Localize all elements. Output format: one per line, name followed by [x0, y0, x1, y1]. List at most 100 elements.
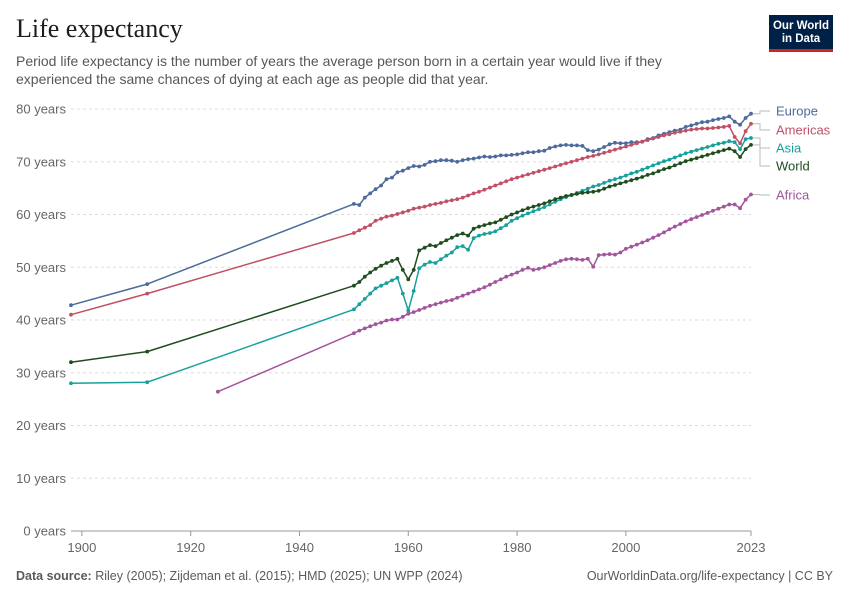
data-point-world — [645, 173, 650, 177]
data-point-americas — [711, 126, 715, 130]
data-point-world — [542, 201, 547, 206]
data-point-europe — [439, 158, 443, 163]
data-point-asia — [607, 178, 612, 183]
data-point-asia — [732, 140, 737, 145]
data-point-europe — [749, 111, 753, 116]
data-point-americas — [460, 195, 465, 200]
data-point-americas — [400, 210, 405, 215]
data-point-africa — [640, 240, 645, 245]
data-point-americas — [716, 125, 721, 130]
data-point-world — [596, 188, 601, 193]
data-point-europe — [362, 195, 367, 200]
data-point-europe — [613, 140, 617, 145]
data-point-africa — [362, 326, 367, 331]
data-point-asia — [711, 143, 715, 148]
data-point-europe — [373, 187, 378, 192]
data-point-americas — [613, 147, 617, 152]
data-point-europe — [542, 148, 547, 153]
data-point-americas — [585, 155, 590, 159]
data-point-asia — [547, 202, 552, 207]
data-point-asia — [379, 283, 383, 288]
data-point-asia — [145, 380, 150, 385]
data-point-africa — [406, 311, 411, 316]
logo-line-1: Our World — [772, 20, 829, 32]
data-point-americas — [384, 214, 389, 219]
data-point-africa — [471, 289, 476, 294]
data-point-world — [498, 217, 503, 222]
data-point-asia — [721, 140, 726, 145]
data-point-americas — [498, 181, 503, 186]
data-point-africa — [379, 320, 383, 325]
data-point-africa — [515, 270, 519, 275]
source-label: Data source: — [16, 569, 92, 583]
footer-source: Data source: Riley (2005); Zijdeman et a… — [16, 569, 463, 583]
data-point-africa — [743, 197, 748, 202]
y-tick-label: 40 years — [16, 313, 66, 328]
data-point-world — [384, 261, 389, 265]
data-point-americas — [488, 185, 492, 190]
data-point-americas — [558, 163, 563, 167]
data-point-americas — [749, 121, 753, 126]
data-point-world — [678, 161, 683, 166]
data-point-africa — [569, 256, 574, 261]
owid-logo[interactable]: Our World in Data — [769, 15, 833, 52]
data-point-africa — [357, 328, 362, 333]
series-label-world: World — [776, 159, 810, 174]
data-point-americas — [624, 144, 628, 149]
data-point-europe — [411, 164, 416, 168]
data-point-asia — [672, 155, 677, 160]
data-point-europe — [493, 154, 498, 159]
data-point-world — [504, 215, 509, 220]
data-point-world — [444, 238, 449, 243]
data-point-americas — [547, 166, 552, 171]
data-point-americas — [449, 198, 454, 203]
data-point-world — [493, 220, 498, 225]
data-point-europe — [553, 144, 558, 149]
data-point-americas — [553, 164, 558, 169]
data-point-americas — [591, 154, 596, 158]
data-point-americas — [428, 203, 432, 207]
y-tick-label: 70 years — [16, 154, 66, 169]
data-point-africa — [498, 277, 503, 282]
line-chart[interactable]: 0 years 10 years 20 years 30 years 40 years 5… — [0, 0, 850, 560]
data-point-world — [433, 244, 438, 249]
data-point-asia — [69, 381, 73, 386]
data-point-americas — [743, 129, 748, 134]
data-point-asia — [531, 209, 536, 214]
data-point-asia — [428, 260, 432, 264]
data-point-africa — [580, 258, 585, 262]
data-point-asia — [596, 183, 601, 187]
data-point-africa — [477, 287, 481, 292]
data-point-world — [683, 159, 688, 164]
data-point-world — [662, 167, 666, 172]
data-point-asia — [515, 216, 519, 221]
data-point-americas — [689, 127, 694, 132]
data-point-europe — [509, 153, 514, 157]
data-point-americas — [672, 130, 677, 135]
data-point-africa — [618, 250, 623, 255]
data-point-asia — [634, 169, 639, 174]
data-point-europe — [379, 183, 383, 188]
footer-url-license[interactable]: OurWorldinData.org/life-expectancy | CC … — [586, 569, 833, 583]
data-point-europe — [711, 118, 715, 122]
data-point-europe — [564, 143, 568, 147]
data-point-africa — [645, 238, 650, 243]
data-point-africa — [564, 257, 568, 262]
label-connector-americas — [753, 123, 770, 131]
data-point-americas — [417, 205, 422, 210]
data-point-europe — [390, 175, 394, 180]
y-tick-label: 20 years — [16, 418, 66, 433]
data-point-africa — [738, 206, 742, 211]
data-point-world — [449, 235, 454, 240]
data-point-africa — [390, 317, 394, 322]
data-point-asia — [352, 307, 356, 312]
data-point-world — [672, 163, 677, 168]
data-point-europe — [558, 143, 563, 148]
data-point-world — [640, 175, 645, 179]
data-point-africa — [400, 314, 405, 319]
data-point-africa — [531, 268, 536, 272]
data-point-africa — [749, 192, 753, 197]
data-point-europe — [515, 152, 519, 157]
data-point-europe — [482, 154, 487, 159]
data-point-americas — [379, 216, 383, 221]
